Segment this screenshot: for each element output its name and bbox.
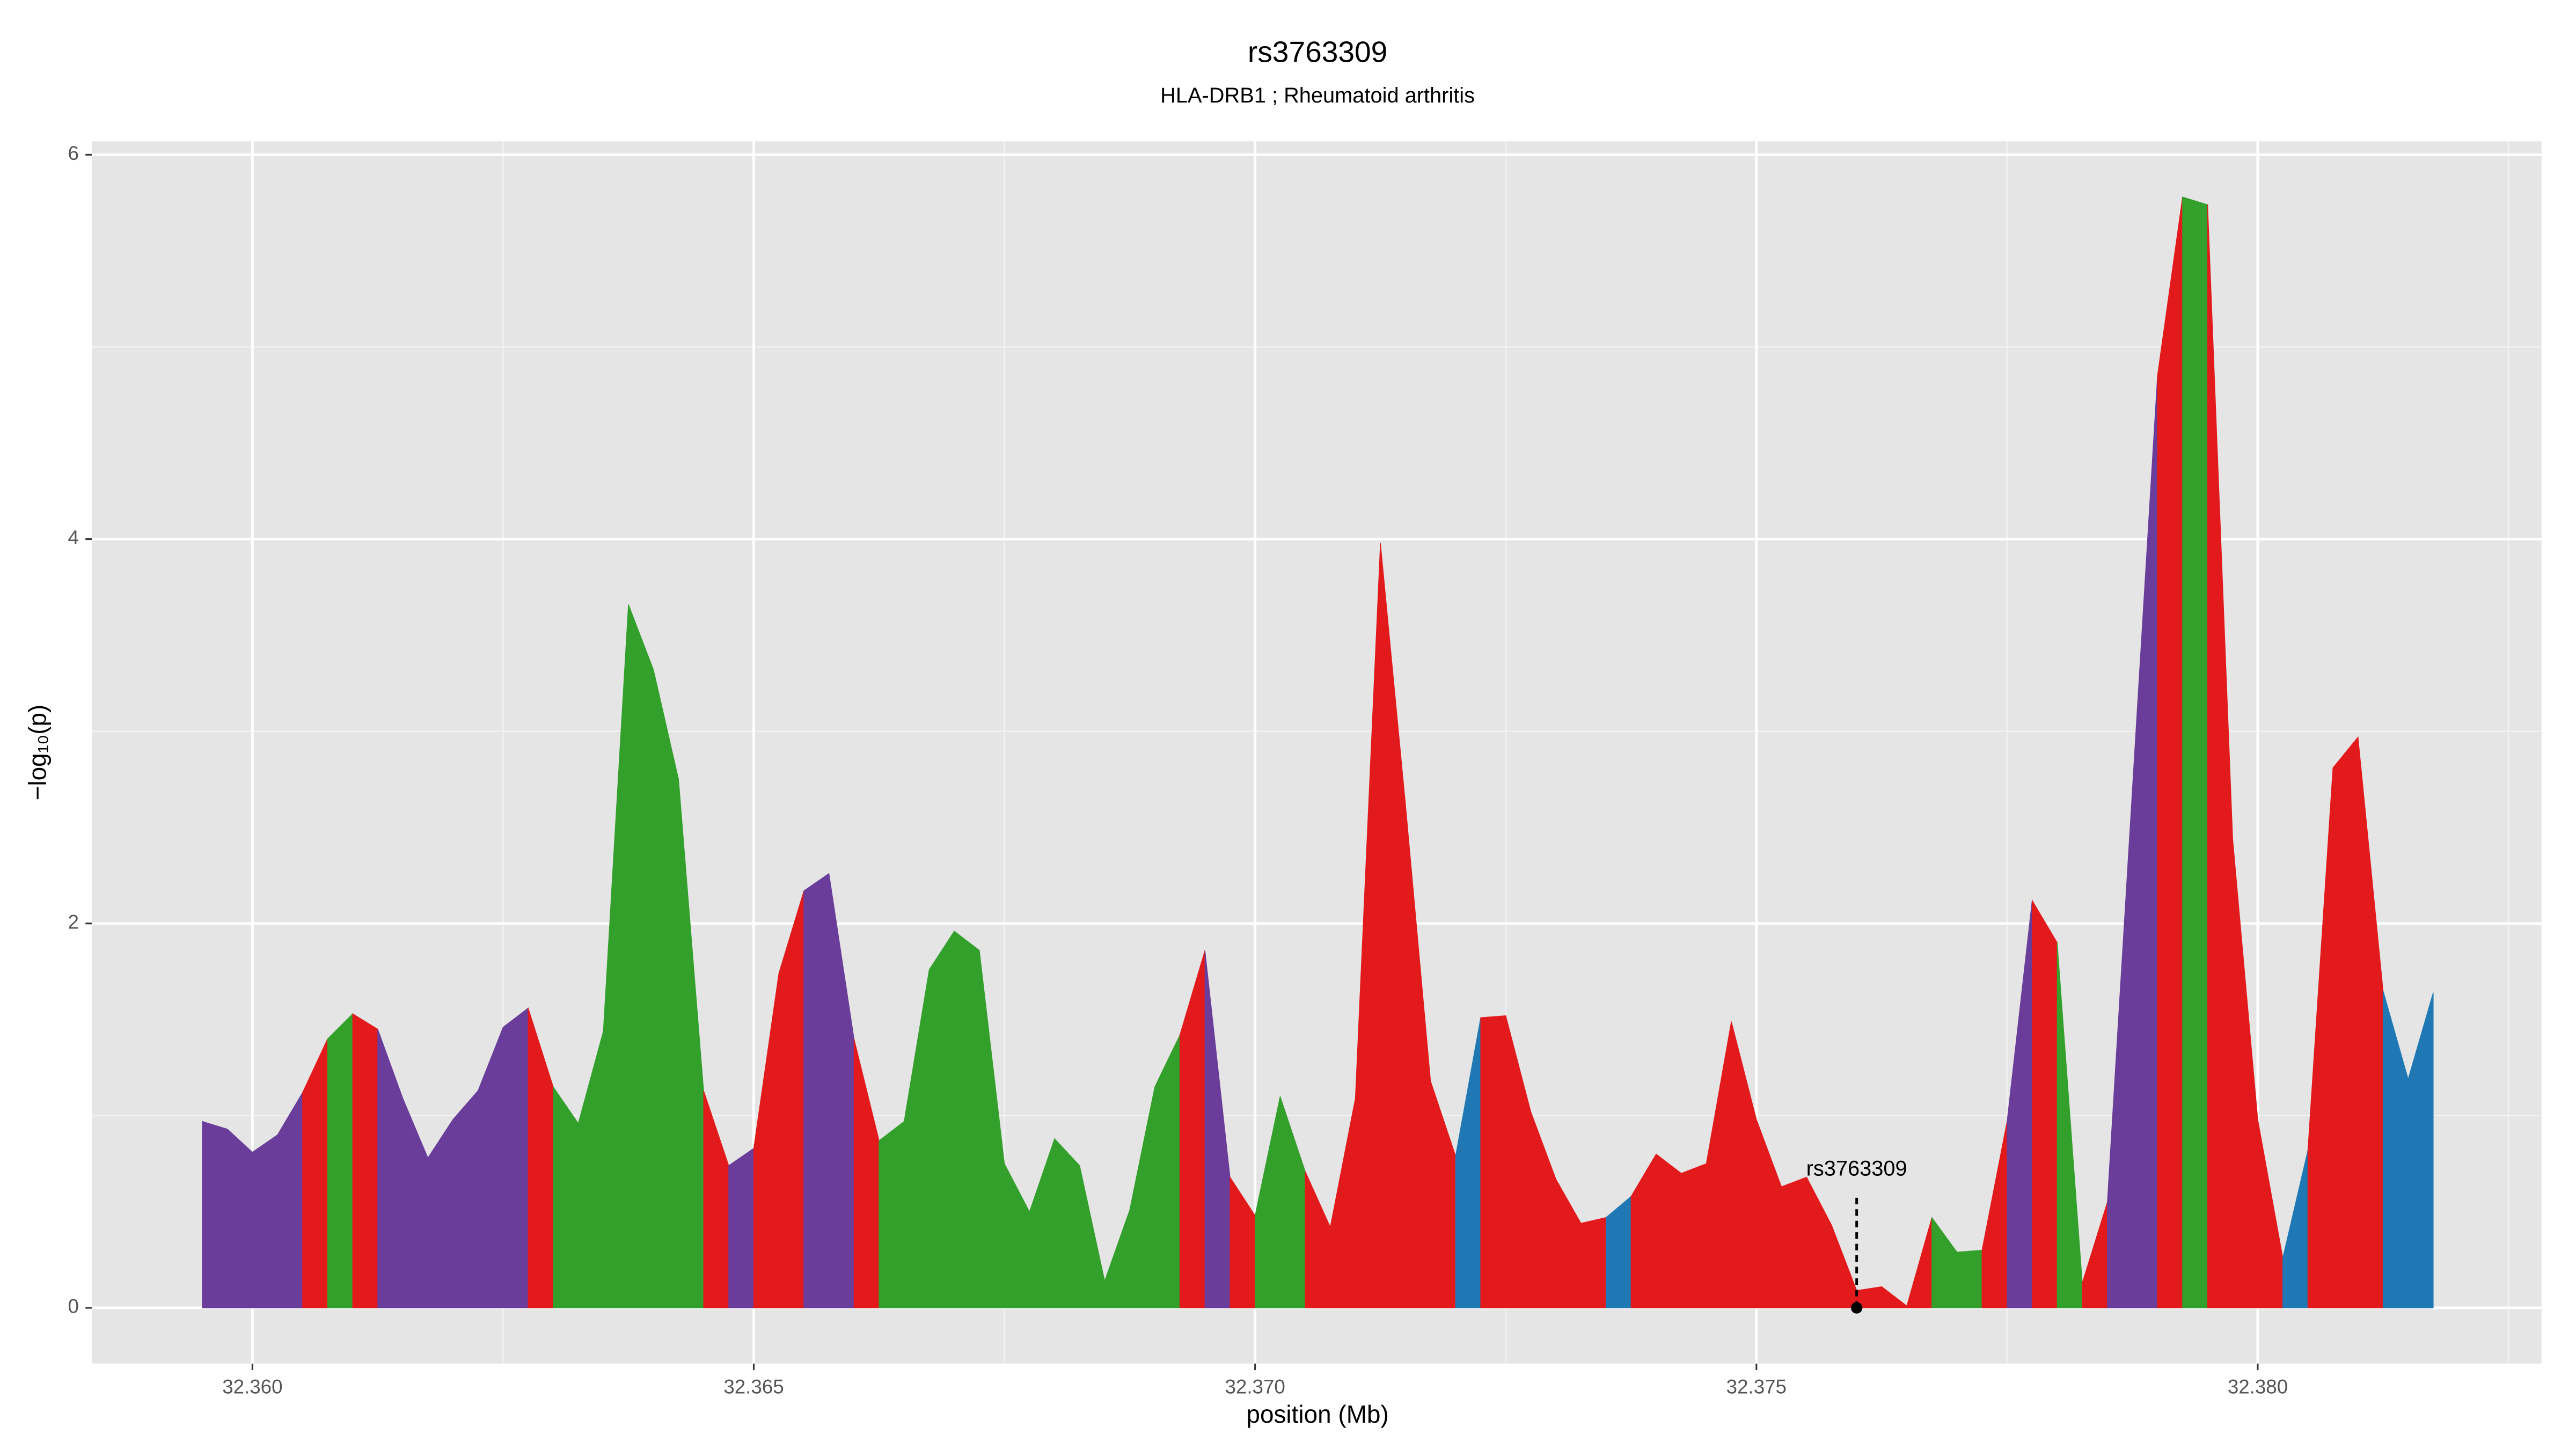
chart-title: rs3763309 [1248, 35, 1387, 69]
area [2157, 197, 2183, 1308]
area [879, 931, 1181, 1308]
x-axis-label: position (Mb) [1246, 1400, 1388, 1428]
annotation-label: rs3763309 [1806, 1157, 1907, 1180]
x-tick-label: 32.375 [1726, 1375, 1787, 1397]
areas [202, 196, 2434, 1308]
chart-subtitle: HLA-DRB1 ; Rheumatoid arthritis [1160, 84, 1475, 107]
area [728, 1147, 755, 1308]
y-tick-label: 0 [68, 1296, 79, 1318]
area [753, 890, 804, 1308]
y-tick-label: 4 [68, 526, 79, 548]
area [352, 1013, 378, 1308]
area [327, 1013, 353, 1308]
x-tick-label: 32.365 [723, 1375, 784, 1397]
area [803, 873, 854, 1308]
area [1931, 1216, 1982, 1308]
y-tick-label: 2 [68, 911, 79, 933]
x-tick-label: 32.370 [1225, 1375, 1285, 1397]
x-tick-label: 32.380 [2228, 1375, 2288, 1397]
foreground: rs3763309 [1806, 1157, 1907, 1314]
area [1255, 1095, 1306, 1308]
annotation-point [1850, 1302, 1863, 1314]
y-tick-label: 6 [68, 142, 79, 164]
area [2032, 899, 2058, 1308]
x-tick-label: 32.360 [222, 1375, 282, 1397]
y-axis-label: −log₁₀(p) [24, 705, 52, 801]
area [2182, 196, 2208, 1308]
area [2382, 990, 2434, 1308]
area [1630, 1021, 1933, 1308]
